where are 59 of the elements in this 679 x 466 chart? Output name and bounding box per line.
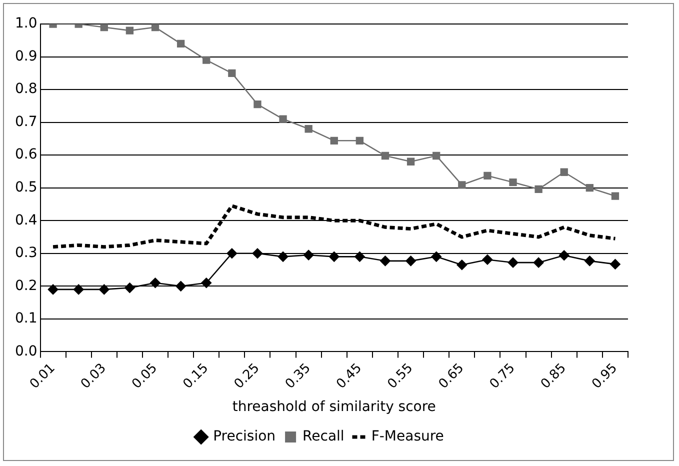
point xyxy=(584,256,595,266)
point xyxy=(73,284,84,295)
point xyxy=(381,152,390,160)
point xyxy=(534,185,542,193)
point xyxy=(202,56,210,64)
y-tick-label: 0.7 xyxy=(15,114,38,130)
legend-label: Recall xyxy=(302,428,344,445)
point xyxy=(126,26,134,34)
point xyxy=(509,178,517,186)
point xyxy=(406,256,416,266)
point xyxy=(328,252,340,262)
y-tick-label: 1.0 xyxy=(15,16,38,32)
point xyxy=(533,257,544,268)
point xyxy=(560,168,568,176)
point xyxy=(100,24,108,32)
point xyxy=(456,260,468,270)
legend-label: F-Measure xyxy=(371,428,444,445)
point xyxy=(124,282,135,293)
point xyxy=(482,254,493,265)
point xyxy=(586,184,594,192)
point xyxy=(201,278,212,288)
point xyxy=(176,40,185,48)
point xyxy=(611,192,620,200)
point xyxy=(279,115,287,123)
y-tick-label: 0.5 xyxy=(15,179,38,196)
y-tick-label: 0.2 xyxy=(15,278,38,294)
point xyxy=(254,100,262,108)
point xyxy=(484,172,492,180)
point xyxy=(406,158,415,166)
point xyxy=(99,284,110,295)
legend-label: Precision xyxy=(213,428,276,445)
point xyxy=(356,136,364,144)
point xyxy=(151,24,160,32)
point xyxy=(48,284,58,295)
point xyxy=(303,250,314,260)
y-tick-label: 0.4 xyxy=(15,212,38,228)
point xyxy=(610,259,620,270)
point xyxy=(228,69,236,77)
point xyxy=(278,252,288,262)
point xyxy=(432,152,440,160)
point xyxy=(558,250,570,261)
y-tick-label: 0.0 xyxy=(15,343,38,360)
point xyxy=(431,252,442,262)
y-tick-label: 0.3 xyxy=(15,245,38,262)
point xyxy=(304,125,312,133)
y-tick-label: 0.9 xyxy=(15,48,38,64)
point xyxy=(330,136,338,144)
y-tick-label: 0.1 xyxy=(15,310,38,327)
point xyxy=(226,248,238,259)
point xyxy=(458,181,466,189)
point xyxy=(380,256,390,266)
point xyxy=(176,281,186,292)
point xyxy=(508,257,518,268)
point xyxy=(252,248,263,259)
x-axis-title: threashold of similarity score xyxy=(232,399,436,416)
y-tick-label: 0.8 xyxy=(15,81,38,98)
point xyxy=(354,252,365,262)
point xyxy=(150,278,160,288)
y-tick-label: 0.6 xyxy=(15,146,38,163)
